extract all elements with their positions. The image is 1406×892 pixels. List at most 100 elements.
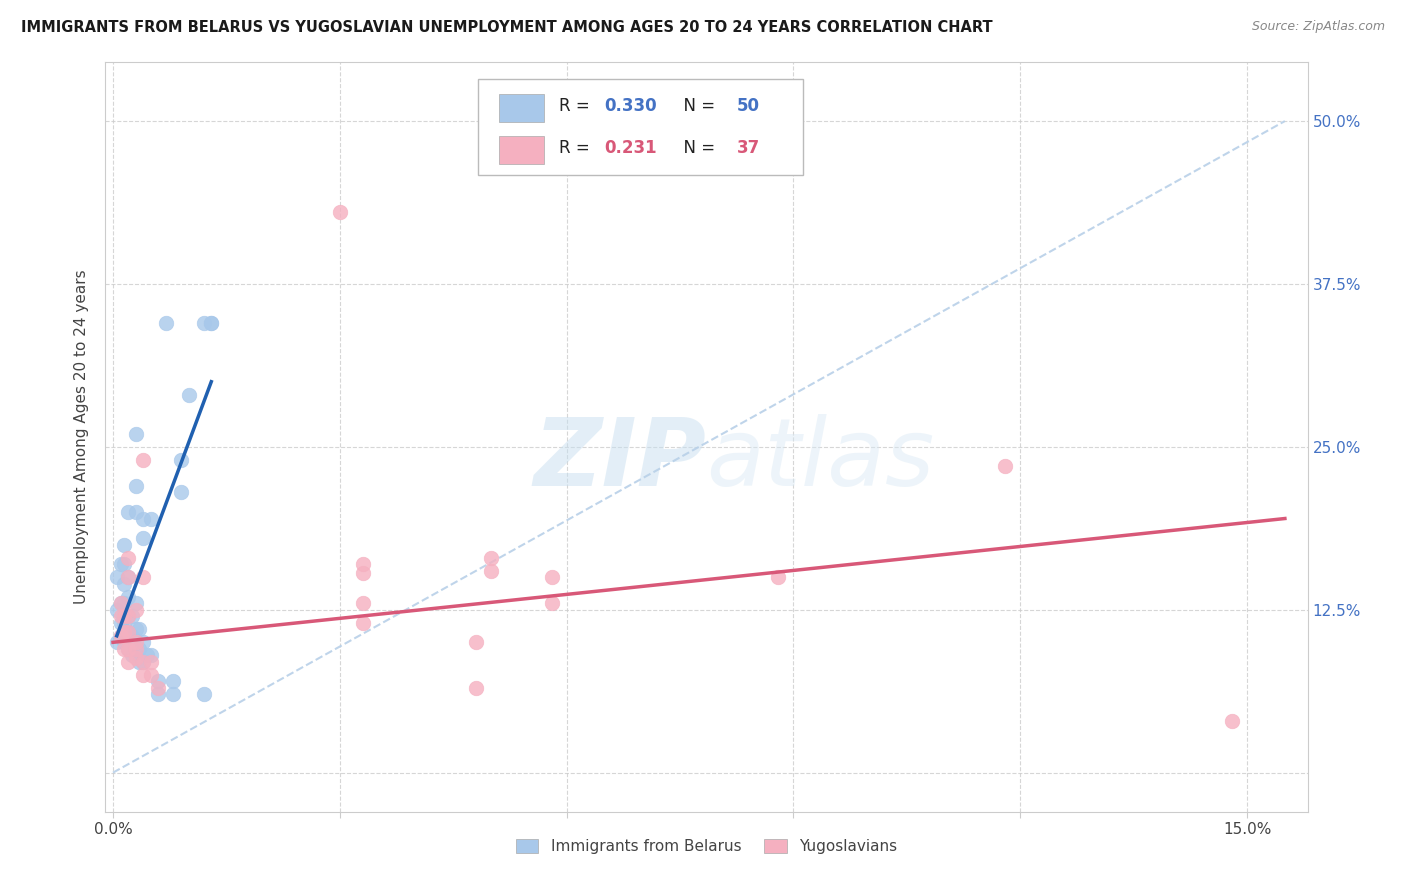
Point xyxy=(121,609,143,624)
Point xyxy=(125,505,148,519)
Point xyxy=(352,615,374,630)
Point xyxy=(170,453,193,467)
Point xyxy=(352,596,374,610)
Point xyxy=(200,316,222,330)
Point xyxy=(112,557,135,571)
Point xyxy=(117,609,139,624)
Point xyxy=(193,316,215,330)
Point xyxy=(139,668,162,682)
Y-axis label: Unemployment Among Ages 20 to 24 years: Unemployment Among Ages 20 to 24 years xyxy=(75,269,90,605)
Point xyxy=(117,609,139,624)
Point xyxy=(177,388,200,402)
Point xyxy=(117,570,139,584)
Point xyxy=(994,459,1017,474)
Point xyxy=(139,648,162,663)
Point xyxy=(112,609,135,624)
Point xyxy=(464,681,486,695)
Point xyxy=(117,570,139,584)
Point xyxy=(112,576,135,591)
Text: atlas: atlas xyxy=(707,414,935,505)
Point xyxy=(125,479,148,493)
Point xyxy=(105,635,128,649)
Text: 0.330: 0.330 xyxy=(605,97,657,115)
Point xyxy=(117,624,139,639)
Point xyxy=(768,570,790,584)
Point xyxy=(110,609,132,624)
Bar xyxy=(499,136,544,164)
Point xyxy=(132,635,155,649)
Point xyxy=(540,596,562,610)
Point xyxy=(128,655,150,669)
Point xyxy=(125,622,148,636)
Point xyxy=(132,570,155,584)
Point xyxy=(479,550,502,565)
Point xyxy=(110,596,132,610)
Text: Source: ZipAtlas.com: Source: ZipAtlas.com xyxy=(1251,20,1385,33)
Point xyxy=(193,688,215,702)
Point xyxy=(352,557,374,571)
Point xyxy=(105,570,128,584)
Point xyxy=(148,688,170,702)
Bar xyxy=(499,94,544,122)
Point xyxy=(110,629,132,643)
Point xyxy=(148,674,170,689)
Legend: Immigrants from Belarus, Yugoslavians: Immigrants from Belarus, Yugoslavians xyxy=(509,832,904,860)
Point xyxy=(112,615,135,630)
Point xyxy=(155,316,177,330)
Point xyxy=(162,674,184,689)
Point xyxy=(139,511,162,525)
Point xyxy=(329,205,352,219)
Point xyxy=(125,641,148,656)
Point xyxy=(125,603,148,617)
Text: R =: R = xyxy=(558,139,595,157)
Text: ZIP: ZIP xyxy=(534,414,707,506)
Point xyxy=(479,564,502,578)
Point xyxy=(112,635,135,649)
Point xyxy=(540,570,562,584)
Point xyxy=(117,655,139,669)
Point xyxy=(110,615,132,630)
Point xyxy=(162,688,184,702)
Point xyxy=(117,641,139,656)
Point xyxy=(117,590,139,604)
Point xyxy=(110,596,132,610)
Text: N =: N = xyxy=(673,97,720,115)
Point xyxy=(117,550,139,565)
Point xyxy=(105,603,128,617)
Point xyxy=(128,622,150,636)
Text: IMMIGRANTS FROM BELARUS VS YUGOSLAVIAN UNEMPLOYMENT AMONG AGES 20 TO 24 YEARS CO: IMMIGRANTS FROM BELARUS VS YUGOSLAVIAN U… xyxy=(21,20,993,35)
Point xyxy=(128,641,150,656)
Point xyxy=(121,648,143,663)
Text: R =: R = xyxy=(558,97,595,115)
Point xyxy=(125,635,148,649)
Point xyxy=(136,648,159,663)
Text: 50: 50 xyxy=(737,97,759,115)
Point xyxy=(112,596,135,610)
Point xyxy=(132,668,155,682)
Point xyxy=(112,624,135,639)
Point xyxy=(121,629,143,643)
Text: N =: N = xyxy=(673,139,720,157)
Text: 0.231: 0.231 xyxy=(605,139,657,157)
Point xyxy=(170,485,193,500)
Point xyxy=(112,641,135,656)
Point xyxy=(1220,714,1243,728)
Point xyxy=(110,629,132,643)
Point xyxy=(125,596,148,610)
Point xyxy=(148,681,170,695)
Point xyxy=(132,655,155,669)
Point xyxy=(139,655,162,669)
Text: 37: 37 xyxy=(737,139,759,157)
Point xyxy=(132,453,155,467)
Point xyxy=(125,426,148,441)
FancyBboxPatch shape xyxy=(478,78,803,175)
Point xyxy=(132,531,155,545)
Point xyxy=(117,641,139,656)
Point xyxy=(117,505,139,519)
Point xyxy=(200,316,222,330)
Point xyxy=(352,566,374,581)
Point xyxy=(117,624,139,639)
Point xyxy=(132,655,155,669)
Point xyxy=(464,635,486,649)
Point xyxy=(125,651,148,665)
